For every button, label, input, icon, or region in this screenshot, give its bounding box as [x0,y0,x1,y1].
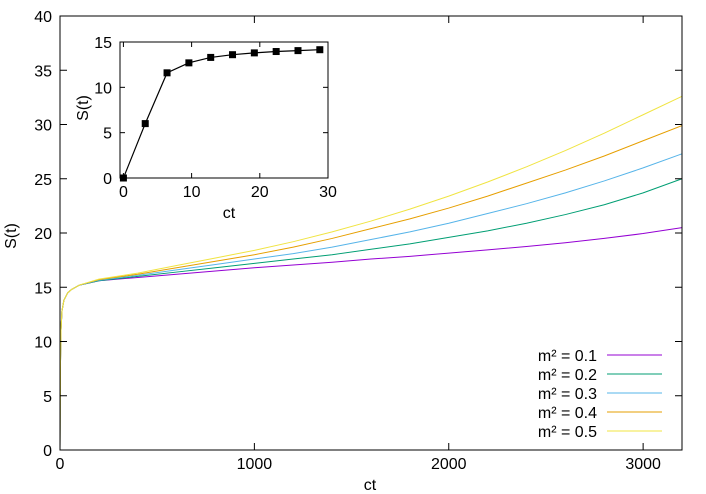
inset-y-tick-label: 5 [103,126,112,143]
inset-x-tick-label: 20 [251,184,269,201]
main-y-tick-label: 40 [34,9,52,26]
inset-y-axis: 0 5 10 15 [94,35,328,188]
inset-data-point [272,48,280,56]
main-x-axis: 0 1000 2000 3000 [56,16,661,473]
inset-x-axis: 0 10 20 30 [119,42,337,201]
inset-data-point [250,49,258,57]
main-series-line-5 [59,95,683,451]
main-x-tick-label: 2000 [431,456,467,473]
main-series-group [59,95,683,451]
legend-label: m² = 0.4 [538,405,597,422]
main-y-tick-label: 30 [34,118,52,135]
inset-data-point [207,53,215,61]
inset-x-tick-label: 30 [319,184,337,201]
main-x-tick-label: 3000 [625,456,661,473]
inset-data-point [141,120,149,128]
inset-plot-frame [119,41,329,179]
inset-x-tick-label: 10 [183,184,201,201]
legend: m² = 0.1 m² = 0.2 m² = 0.3 m² = 0.4 m² = 0.5 [538,348,662,441]
main-y-tick-label: 15 [34,280,52,297]
main-y-axis-label: S(t) [3,223,20,249]
inset-series-group [119,46,324,182]
inset-data-point [316,46,324,54]
legend-label: m² = 0.3 [538,386,597,403]
inset-y-tick-label: 15 [94,35,112,52]
inset-data-point [294,47,302,55]
legend-label: m² = 0.1 [538,348,597,365]
inset-x-tick-label: 0 [119,184,128,201]
main-y-tick-label: 25 [34,172,52,189]
inset-y-axis-label: S(t) [75,95,92,121]
main-x-axis-label: ct [364,477,377,494]
main-y-tick-label: 0 [43,443,52,460]
inset-data-point [185,59,193,67]
inset-x-axis-label: ct [223,205,236,222]
main-x-tick-label: 0 [56,456,65,473]
legend-label: m² = 0.2 [538,367,597,384]
main-x-tick-label: 1000 [237,456,273,473]
main-y-axis: 0 5 10 15 20 25 30 35 40 [34,9,682,460]
inset-y-tick-label: 10 [94,80,112,97]
legend-label: m² = 0.5 [538,424,597,441]
main-y-tick-label: 10 [34,335,52,352]
main-y-tick-label: 5 [43,389,52,406]
inset-y-tick-label: 0 [103,171,112,188]
main-y-tick-label: 20 [34,226,52,243]
inset-series-line-1 [122,49,320,179]
inset-background [120,42,328,178]
inset-data-point [229,51,237,59]
main-y-tick-label: 35 [34,63,52,80]
inset-chart: 0 10 20 30 0 5 10 15 ct S(t) [75,35,337,222]
inset-data-point [163,69,171,77]
